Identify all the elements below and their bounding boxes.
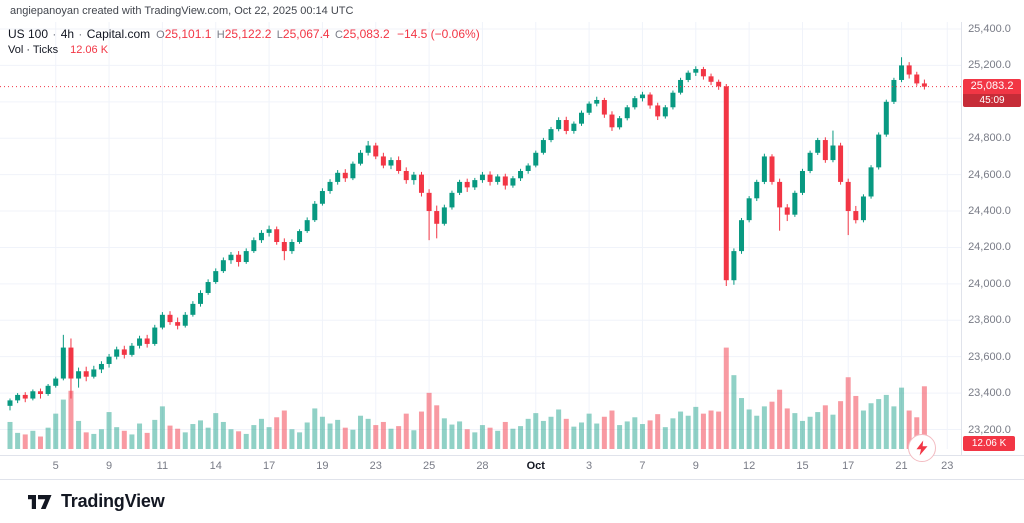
time-tick-label: 19	[316, 460, 329, 472]
time-tick-label: 11	[156, 460, 169, 472]
time-tick-label: 23	[369, 460, 382, 472]
time-tick-label: 25	[422, 460, 436, 472]
time-tick-label: 9	[692, 460, 699, 472]
lightning-icon	[916, 440, 928, 456]
tradingview-logo-icon[interactable]	[28, 492, 52, 512]
bar-countdown: 45:09	[963, 93, 1022, 107]
volume-value: 12.06 K	[70, 44, 109, 56]
price-tick-label: 23,800.0	[968, 314, 1011, 327]
time-tick-label: 21	[895, 460, 908, 472]
price-tick-label: 25,400.0	[968, 23, 1011, 35]
price-tick-label: 24,800.0	[968, 132, 1011, 145]
price-tick-label: 24,400.0	[968, 205, 1011, 218]
attribution-text: angiepanoyan created with TradingView.co…	[10, 5, 354, 17]
volume-axis-badge: 12.06 K	[963, 436, 1016, 451]
exchange-label: Capital.com	[86, 27, 151, 41]
last-price-value: 25,083.2	[970, 79, 1014, 92]
interval-label: 4h	[60, 27, 75, 41]
symbol-title[interactable]: US 100 · 4h · Capital.com	[8, 27, 150, 41]
close-value: C25,083.2	[334, 27, 390, 41]
chart-canvas[interactable]: US 100 · 4h · Capital.com O25,101.1 H25,…	[0, 22, 962, 455]
time-tick-label: 9	[105, 460, 113, 472]
price-tick-label: 24,200.0	[968, 241, 1011, 254]
separator-dot: ·	[78, 27, 83, 41]
separator-dot: ·	[52, 27, 57, 41]
price-tick-label: 23,400.0	[968, 387, 1011, 400]
attribution-bar: angiepanoyan created with TradingView.co…	[0, 0, 1024, 22]
price-tick-label: 24,600.0	[968, 168, 1011, 181]
volume-series	[7, 347, 927, 449]
brand-text[interactable]: TradingView	[61, 491, 165, 511]
change-value: −14.5 (−0.06%)	[396, 27, 480, 41]
chart-legend: US 100 · 4h · Capital.com O25,101.1 H25,…	[8, 27, 480, 59]
time-tick-label: 15	[796, 460, 809, 472]
time-tick-label: 17	[842, 460, 855, 472]
high-value: H25,122.2	[216, 27, 272, 41]
price-tick-label: 24,000.0	[968, 277, 1011, 290]
symbol-name: US 100	[8, 27, 49, 41]
open-value: O25,101.1	[156, 27, 212, 41]
footer-bar: TradingView	[0, 479, 1024, 523]
candlestick-chart[interactable]	[0, 22, 962, 455]
volume-label: Vol · Ticks	[8, 44, 59, 56]
price-tick-label: 25,200.0	[968, 59, 1011, 72]
time-tick-label: 28	[476, 460, 489, 472]
boost-button[interactable]	[908, 434, 936, 462]
time-tick-label: 7	[639, 460, 646, 472]
grid-lines	[0, 22, 962, 449]
candlestick-series	[7, 57, 927, 411]
chart-region: US 100 · 4h · Capital.com O25,101.1 H25,…	[0, 22, 1024, 455]
price-axis[interactable]: 25,083.2 45:09 12.06 K 25,400.0 25,200.0 2…	[961, 22, 1024, 455]
ohlc-values: O25,101.1 H25,122.2 L25,067.4 C25,083.2 …	[156, 27, 480, 41]
time-tick-label: 5	[52, 460, 59, 472]
price-tick-label: 23,200.0	[968, 423, 1011, 436]
time-tick-label: 12	[743, 460, 756, 472]
time-axis[interactable]: 5 9 11 14 17 19 23 25 28 Oct 3 7 9 12 15 17 21 23	[0, 455, 1024, 479]
last-price-badge: 25,083.2 45:09	[963, 78, 1022, 107]
time-tick-label: 17	[262, 460, 276, 472]
time-tick-label: 23	[941, 460, 954, 472]
time-tick-label: Oct	[526, 460, 545, 472]
time-tick-label: 14	[209, 460, 222, 472]
low-value: L25,067.4	[276, 27, 330, 41]
price-tick-label: 23,600.0	[968, 350, 1011, 363]
volume-legend[interactable]: Vol · Ticks 12.06 K	[8, 44, 480, 56]
time-tick-label: 3	[586, 460, 593, 472]
